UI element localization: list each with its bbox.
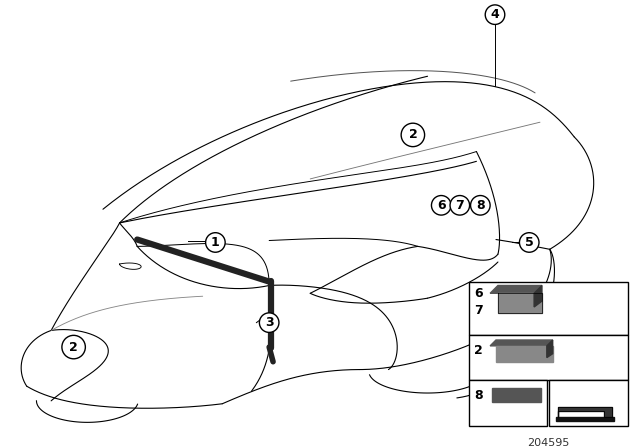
Polygon shape bbox=[490, 285, 542, 293]
Circle shape bbox=[205, 233, 225, 252]
Text: 204595: 204595 bbox=[527, 438, 570, 448]
Text: 2: 2 bbox=[408, 129, 417, 142]
Polygon shape bbox=[498, 293, 542, 313]
FancyBboxPatch shape bbox=[468, 380, 547, 426]
Text: 1: 1 bbox=[211, 236, 220, 249]
Text: 8: 8 bbox=[476, 199, 484, 212]
Text: 8: 8 bbox=[474, 389, 483, 402]
Circle shape bbox=[450, 195, 470, 215]
Circle shape bbox=[259, 313, 279, 332]
Circle shape bbox=[62, 336, 85, 359]
Text: 3: 3 bbox=[265, 316, 273, 329]
Text: 6: 6 bbox=[437, 199, 445, 212]
Text: 7: 7 bbox=[474, 304, 483, 317]
Circle shape bbox=[470, 195, 490, 215]
FancyBboxPatch shape bbox=[468, 335, 628, 380]
Circle shape bbox=[485, 5, 505, 25]
Circle shape bbox=[431, 195, 451, 215]
Polygon shape bbox=[547, 340, 553, 358]
FancyBboxPatch shape bbox=[468, 282, 628, 335]
Polygon shape bbox=[534, 285, 542, 307]
Polygon shape bbox=[556, 417, 614, 421]
Text: 5: 5 bbox=[525, 236, 534, 249]
Circle shape bbox=[520, 233, 539, 252]
Polygon shape bbox=[558, 407, 612, 417]
Text: 7: 7 bbox=[456, 199, 464, 212]
Polygon shape bbox=[492, 388, 541, 402]
Text: 6: 6 bbox=[474, 287, 483, 300]
Circle shape bbox=[401, 123, 424, 146]
Polygon shape bbox=[490, 340, 553, 346]
FancyBboxPatch shape bbox=[549, 380, 628, 426]
Polygon shape bbox=[496, 346, 553, 362]
Text: 2: 2 bbox=[69, 340, 78, 353]
Text: 2: 2 bbox=[474, 344, 483, 357]
Text: 4: 4 bbox=[491, 8, 499, 21]
